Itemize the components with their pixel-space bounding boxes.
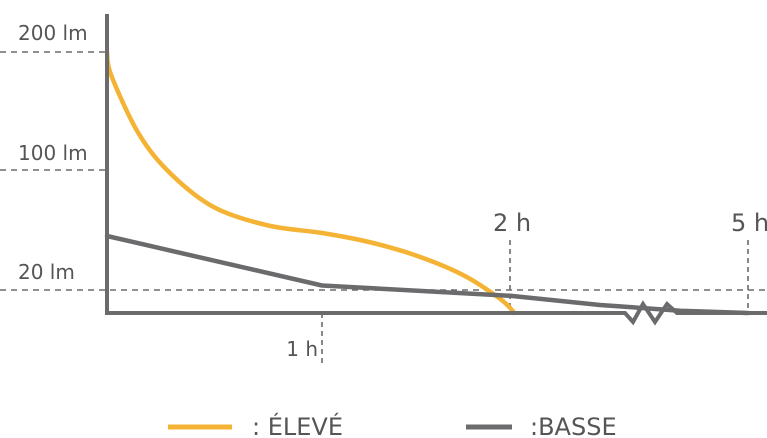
series-line-eleve <box>104 49 517 316</box>
guide-lines <box>0 51 767 365</box>
x-tick-label-5h: 5 h <box>731 209 767 237</box>
tick-labels: 200 lm 100 lm 20 lm 1 h 2 h 5 h <box>18 21 767 361</box>
legend-label-eleve: : ÉLEVÉ <box>252 412 343 438</box>
x-tick-label-2h: 2 h <box>493 209 531 237</box>
axes <box>105 14 767 326</box>
x-tick-label-1h: 1 h <box>286 337 318 361</box>
series-lines <box>104 49 751 316</box>
y-tick-label-100: 100 lm <box>18 141 88 165</box>
series-line-basse <box>104 233 751 316</box>
x-axis <box>105 300 767 326</box>
legend-label-basse: :BASSE <box>530 413 617 438</box>
y-tick-label-20: 20 lm <box>18 260 75 284</box>
legend: : ÉLEVÉ :BASSE <box>168 412 617 438</box>
y-tick-label-200: 200 lm <box>18 21 88 45</box>
